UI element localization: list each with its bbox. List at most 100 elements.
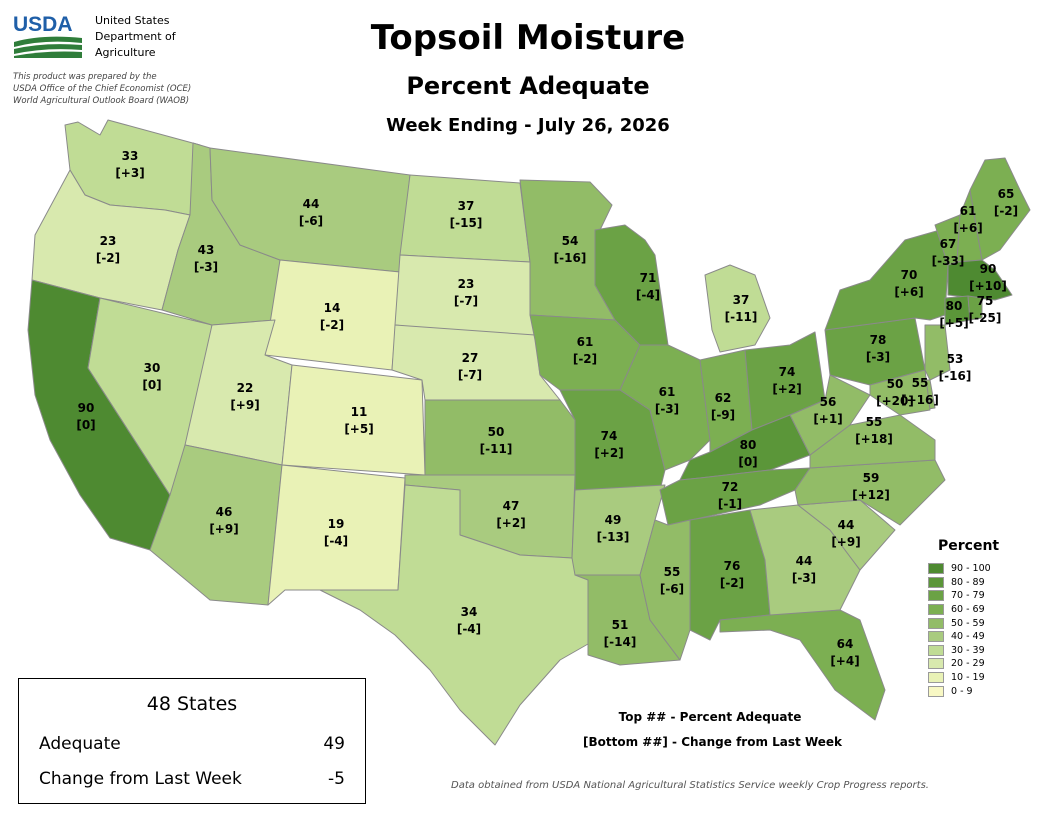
state-value-ct: 80 <box>946 299 963 313</box>
prepared-by-note: This product was prepared by the USDA Of… <box>13 71 191 107</box>
legend-item: 40 - 49 <box>928 630 1038 644</box>
state-tx <box>319 484 596 746</box>
state-value-ar: 49 <box>605 513 622 527</box>
map-title: Topsoil Moisture <box>370 18 686 58</box>
state-change-ks: [-11] <box>480 442 513 456</box>
summary-change-row: Change from Last Week -5 <box>39 769 345 789</box>
summary-adequate-row: Adequate 49 <box>39 734 345 754</box>
state-nj <box>924 324 951 381</box>
state-change-al: [-2] <box>720 576 744 590</box>
state-value-az: 46 <box>216 505 233 519</box>
legend-label: 10 - 19 <box>951 672 985 684</box>
legend-label: 40 - 49 <box>951 631 985 643</box>
state-value-pa: 78 <box>870 333 887 347</box>
state-change-mo: [+2] <box>594 446 623 460</box>
state-value-mi: 37 <box>733 293 750 307</box>
state-change-mi: [-11] <box>725 310 758 324</box>
state-value-tn: 72 <box>722 480 739 494</box>
state-value-ri: 75 <box>977 294 994 308</box>
legend-label: 60 - 69 <box>951 604 985 616</box>
state-value-la: 51 <box>612 618 629 632</box>
state-change-nm: [-4] <box>324 534 348 548</box>
state-change-ga: [-3] <box>792 571 816 585</box>
legend-label: 0 - 9 <box>951 685 973 697</box>
state-value-nd: 37 <box>458 199 475 213</box>
state-ma <box>947 259 1013 301</box>
state-value-or: 23 <box>100 234 117 248</box>
state-change-ut: [+9] <box>230 398 259 412</box>
source-note: Data obtained from USDA National Agricul… <box>451 780 929 791</box>
state-change-wv: [+1] <box>813 412 842 426</box>
state-me <box>969 157 1031 261</box>
state-change-vt: [+6] <box>953 221 982 235</box>
legend-item: 70 - 79 <box>928 589 1038 603</box>
state-change-wa: [+3] <box>115 166 144 180</box>
legend-swatch <box>928 631 944 643</box>
state-value-ma: 90 <box>980 262 997 276</box>
state-value-nv: 30 <box>144 361 161 375</box>
state-change-id: [-3] <box>194 260 218 274</box>
state-change-tx: [-4] <box>457 622 481 636</box>
state-value-vt: 61 <box>960 204 977 218</box>
week-ending: Week Ending - July 26, 2026 <box>386 115 670 136</box>
state-value-ne: 27 <box>462 351 479 365</box>
state-value-wi: 71 <box>640 271 657 285</box>
state-change-nd: [-15] <box>450 216 483 230</box>
state-value-sc: 44 <box>838 518 855 532</box>
legend-item: 30 - 39 <box>928 644 1038 658</box>
change-label: Change from Last Week <box>39 769 242 789</box>
legend-label: 30 - 39 <box>951 644 985 656</box>
state-value-fl: 64 <box>837 637 854 651</box>
legend-swatch <box>928 576 944 588</box>
state-value-ca: 90 <box>78 401 95 415</box>
state-change-az: [+9] <box>209 522 238 536</box>
change-value: -5 <box>328 769 345 789</box>
legend-item: 80 - 89 <box>928 576 1038 590</box>
legend-swatch <box>928 563 944 575</box>
state-value-mn: 54 <box>562 234 579 248</box>
usda-logo: USDA <box>13 13 82 58</box>
prepared-line: This product was prepared by the <box>13 72 157 82</box>
state-change-la: [-14] <box>604 635 637 649</box>
state-change-mn: [-16] <box>554 251 587 265</box>
state-change-nv: [0] <box>142 378 161 392</box>
state-value-mt: 44 <box>303 197 320 211</box>
state-value-wv: 56 <box>820 395 837 409</box>
legend-item: 0 - 9 <box>928 684 1038 698</box>
state-change-va: [+18] <box>855 432 893 446</box>
state-value-ok: 47 <box>503 499 520 513</box>
state-value-mo: 74 <box>601 429 618 443</box>
state-value-nj: 53 <box>947 352 964 366</box>
agency-line: Department of <box>95 30 176 43</box>
adequate-label: Adequate <box>39 734 121 754</box>
agency-line: Agriculture <box>95 46 156 59</box>
adequate-value: 49 <box>323 734 345 754</box>
state-value-wy: 14 <box>324 301 341 315</box>
state-value-de: 55 <box>912 376 929 390</box>
state-change-wy: [-2] <box>320 318 344 332</box>
state-change-ct: [+5] <box>939 316 968 330</box>
state-value-md: 50 <box>887 377 904 391</box>
state-change-sd: [-7] <box>454 294 478 308</box>
state-value-va: 55 <box>866 415 883 429</box>
legend-label: 20 - 29 <box>951 658 985 670</box>
agency-name: United States Department of Agriculture <box>95 13 176 61</box>
state-change-in: [-9] <box>711 408 735 422</box>
label-key-bottom: [Bottom ##] - Change from Last Week <box>582 735 843 749</box>
state-value-co: 11 <box>351 405 368 419</box>
state-change-ky: [0] <box>738 455 757 469</box>
state-value-al: 76 <box>724 559 741 573</box>
usda-logo-text: USDA <box>13 13 73 36</box>
state-change-fl: [+4] <box>830 654 859 668</box>
state-value-nh: 67 <box>940 237 957 251</box>
legend-swatch <box>928 590 944 602</box>
state-change-ms: [-6] <box>660 582 684 596</box>
state-value-nc: 59 <box>863 471 880 485</box>
state-change-wi: [-4] <box>636 288 660 302</box>
state-change-de: [+16] <box>901 393 939 407</box>
state-change-oh: [+2] <box>772 382 801 396</box>
state-change-ar: [-13] <box>597 530 630 544</box>
state-value-id: 43 <box>198 243 215 257</box>
legend-label: 80 - 89 <box>951 576 985 588</box>
